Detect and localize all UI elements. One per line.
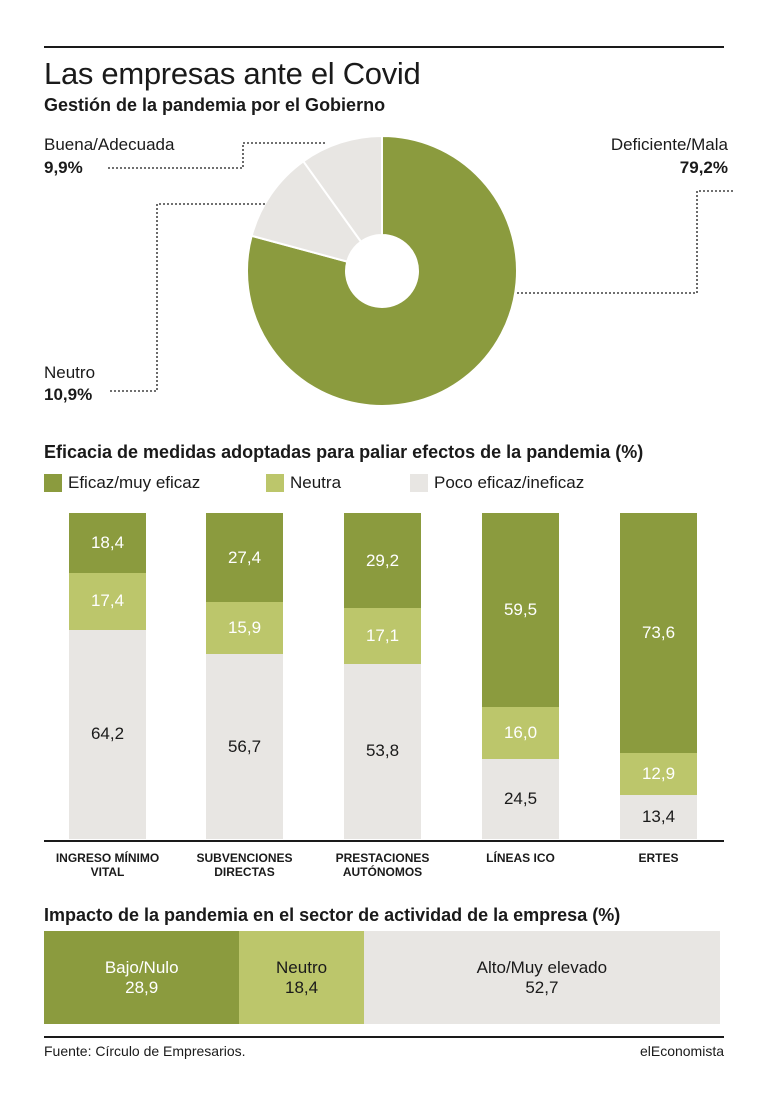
category-label: PRESTACIONES AUTÓNOMOS: [335, 851, 430, 879]
pie-slice-deficiente: [246, 134, 518, 407]
data-label: 17,4: [90, 591, 125, 611]
data-label: 13,4: [641, 807, 676, 827]
impact-chart-title: Impacto de la pandemia en el sector de a…: [44, 905, 621, 925]
legend-item-neutra: Neutra: [266, 473, 341, 493]
category-label: ERTES: [638, 851, 679, 865]
pie-label-deficiente: Deficiente/Mala: [610, 135, 728, 154]
data-label: 18,4: [90, 532, 125, 552]
legend-item-poco-eficaz: Poco eficaz/ineficaz: [410, 473, 584, 493]
bar-chart-title: Eficacia de medidas adoptadas para palia…: [44, 442, 644, 462]
impact-label: Neutro: [276, 957, 328, 977]
top-rule: [44, 46, 724, 48]
category-label: LÍNEAS ICO: [486, 851, 555, 865]
data-label: 64,2: [90, 724, 125, 744]
leader-line-neutro: [110, 203, 265, 392]
impact-value: 52,7: [525, 977, 559, 997]
brand-logo: elEconomista: [639, 1043, 724, 1059]
legend-label-poco-eficaz: Poco eficaz/ineficaz: [434, 473, 585, 492]
pie-slice-buena: [301, 134, 383, 244]
category-label: SUBVENCIONES DIRECTAS: [196, 851, 293, 879]
source-note: Fuente: Círculo de Empresarios.: [44, 1043, 246, 1059]
data-label: 59,5: [503, 599, 538, 619]
pie-label-neutro: Neutro: [44, 363, 96, 382]
bar-segment-poco-eficaz: 13,4: [620, 795, 697, 839]
bar-segment-poco-eficaz: 56,7: [206, 654, 283, 839]
data-label: 56,7: [227, 736, 262, 756]
pie-slice-neutro: [250, 159, 363, 263]
data-label: 27,4: [227, 547, 262, 567]
pie-label-buena: Buena/Adecuada: [44, 135, 175, 154]
pie-chart-subtitle: Gestión de la pandemia por el Gobierno: [44, 95, 386, 115]
bar-segment-neutra: 16,0: [482, 706, 559, 760]
data-label: 53,8: [365, 741, 400, 761]
impact-value: 18,4: [285, 977, 319, 997]
pie-value-deficiente: 79,2%: [679, 158, 728, 177]
bar-segment-eficaz: 18,4: [69, 513, 146, 573]
bar-segment-eficaz: 59,5: [482, 513, 559, 707]
impact-label: Alto/Muy elevado: [476, 957, 608, 977]
data-label: 15,9: [227, 618, 262, 638]
bar-segment-eficaz: 73,6: [620, 513, 697, 754]
impact-value: 28,9: [125, 977, 159, 997]
page-title: Las empresas ante el Covid: [44, 56, 421, 91]
pie-value-buena: 9,9%: [44, 158, 83, 177]
legend-label-eficaz: Eficaz/muy eficaz: [68, 473, 201, 492]
pie-chart: [108, 134, 735, 407]
legend-swatch-poco-eficaz: [410, 474, 428, 492]
leader-line-buena: [108, 142, 325, 169]
bar-segment-poco-eficaz: 53,8: [344, 663, 421, 839]
data-label: 24,5: [503, 789, 538, 809]
bar-segment-eficaz: 27,4: [206, 513, 283, 603]
bar-segment-poco-eficaz: 64,2: [69, 629, 146, 839]
impact-segment-bajo: Bajo/Nulo 28,9: [44, 931, 240, 1024]
data-label: 17,1: [365, 625, 400, 645]
leader-line-deficiente: [517, 190, 735, 294]
bar-segment-neutra: 12,9: [620, 753, 697, 796]
legend-swatch-neutra: [266, 474, 284, 492]
data-label: 12,9: [641, 764, 676, 784]
bar-segment-poco-eficaz: 24,5: [482, 759, 559, 839]
data-label: 29,2: [365, 550, 400, 570]
legend-swatch-eficaz: [44, 474, 62, 492]
impact-label: Bajo/Nulo: [104, 957, 179, 977]
impact-segment-neutro: Neutro 18,4: [239, 931, 364, 1024]
bar-chart-baseline: [44, 840, 724, 842]
data-label: 16,0: [503, 723, 538, 743]
bar-segment-neutra: 17,4: [69, 572, 146, 630]
legend-item-eficaz: Eficaz/muy eficaz: [44, 473, 200, 493]
bar-segment-eficaz: 29,2: [344, 513, 421, 609]
data-label: 73,6: [641, 623, 676, 643]
impact-segment-alto: Alto/Muy elevado 52,7: [363, 931, 720, 1024]
pie-value-neutro: 10,9%: [44, 385, 93, 404]
legend-label-neutra: Neutra: [290, 473, 342, 492]
bar-segment-neutra: 15,9: [206, 602, 283, 655]
bar-segment-neutra: 17,1: [344, 608, 421, 664]
category-label: INGRESO MÍNIMO VITAL: [55, 851, 160, 879]
footer-rule: [44, 1036, 724, 1038]
